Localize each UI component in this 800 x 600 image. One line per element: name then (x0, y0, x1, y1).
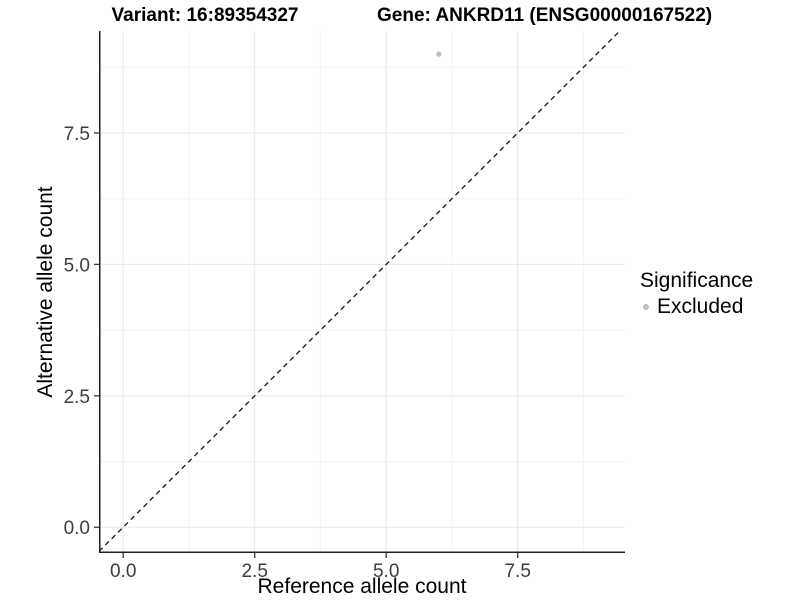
x-tick-label: 0.0 (110, 561, 136, 582)
legend-title: Significance (640, 269, 754, 292)
y-tick-label: 2.5 (64, 387, 90, 408)
legend-item-excluded: Excluded (640, 295, 753, 319)
legend-item-label: Excluded (657, 295, 744, 319)
x-axis-title: Reference allele count (257, 575, 467, 598)
y-axis-title: Alternative allele count (34, 186, 57, 398)
x-tick-label: 2.5 (241, 561, 267, 582)
legend: Significance Excluded (640, 269, 753, 319)
identity-line (98, 30, 621, 552)
x-tick-label: 7.5 (504, 561, 530, 582)
plot-title-variant: Variant: 16:89354327 (111, 5, 299, 26)
legend-point-swatch-icon (643, 304, 649, 311)
y-tick-label: 0.0 (64, 518, 90, 539)
data-point (436, 51, 442, 57)
plot-title-gene: Gene: ANKRD11 (ENSG00000167522) (377, 5, 713, 26)
plot-canvas: 0.0 2.5 5.0 7.5 0.0 2.5 5.0 7.5 (64, 30, 625, 582)
y-tick-label: 7.5 (64, 124, 90, 145)
y-tick-label: 5.0 (64, 255, 90, 276)
x-tick-label: 5.0 (373, 561, 399, 582)
plot-panel: 0.0 2.5 5.0 7.5 0.0 2.5 5.0 7.5 (64, 30, 625, 582)
